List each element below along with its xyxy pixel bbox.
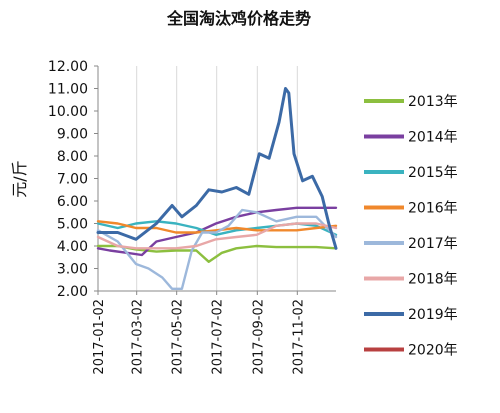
y-axis-label: 元/斤 [10, 160, 29, 197]
legend: 2013年 2014年 2015年 2016年 2017年 2018年 2019年 2020年 [364, 94, 458, 359]
chart-title: 全国淘汰鸡价格走势 [166, 9, 311, 28]
y-tick-label: 3.00 [57, 262, 88, 278]
legend-label: 2019年 [408, 307, 458, 323]
y-tick-label: 7.00 [57, 172, 88, 188]
legend-label: 2013年 [408, 94, 458, 110]
x-tick-label: 2017-07-02 [211, 299, 226, 375]
series-line-1 [96, 206, 338, 257]
y-tick-label: 2.00 [57, 284, 88, 300]
y-tick-label: 6.00 [57, 194, 88, 210]
legend-label: 2015年 [408, 165, 458, 181]
legend-label: 2014年 [408, 130, 458, 146]
series-line-6 [96, 87, 338, 250]
legend-label: 2017年 [408, 236, 458, 252]
y-tick-label: 10.00 [48, 104, 88, 120]
y-tick-label: 11.00 [48, 82, 88, 98]
legend-label: 2018年 [408, 272, 458, 288]
y-tick-label: 5.00 [57, 217, 88, 233]
series-line-5 [96, 222, 338, 250]
y-tick-label: 12.00 [48, 59, 88, 75]
series-line-3 [96, 220, 338, 234]
legend-label: 2016年 [408, 201, 458, 217]
y-tick-label: 9.00 [57, 127, 88, 143]
x-tick-label: 2017-01-02 [92, 299, 107, 375]
series-line-0 [96, 244, 338, 263]
x-tick-label: 2017-09-02 [251, 299, 266, 375]
legend-label: 2020年 [408, 343, 458, 359]
series-line-4 [96, 208, 338, 290]
x-tick-label: 2017-05-02 [171, 299, 186, 375]
x-tick-label: 2017-11-02 [291, 299, 306, 375]
y-tick-label: 8.00 [57, 149, 88, 165]
plot-area: 2.00 3.00 4.00 5.00 6.00 7.00 8.00 9.00 10.00 11.… [48, 59, 338, 375]
x-tick-label: 2017-03-02 [131, 299, 146, 375]
y-tick-label: 4.00 [57, 239, 88, 255]
